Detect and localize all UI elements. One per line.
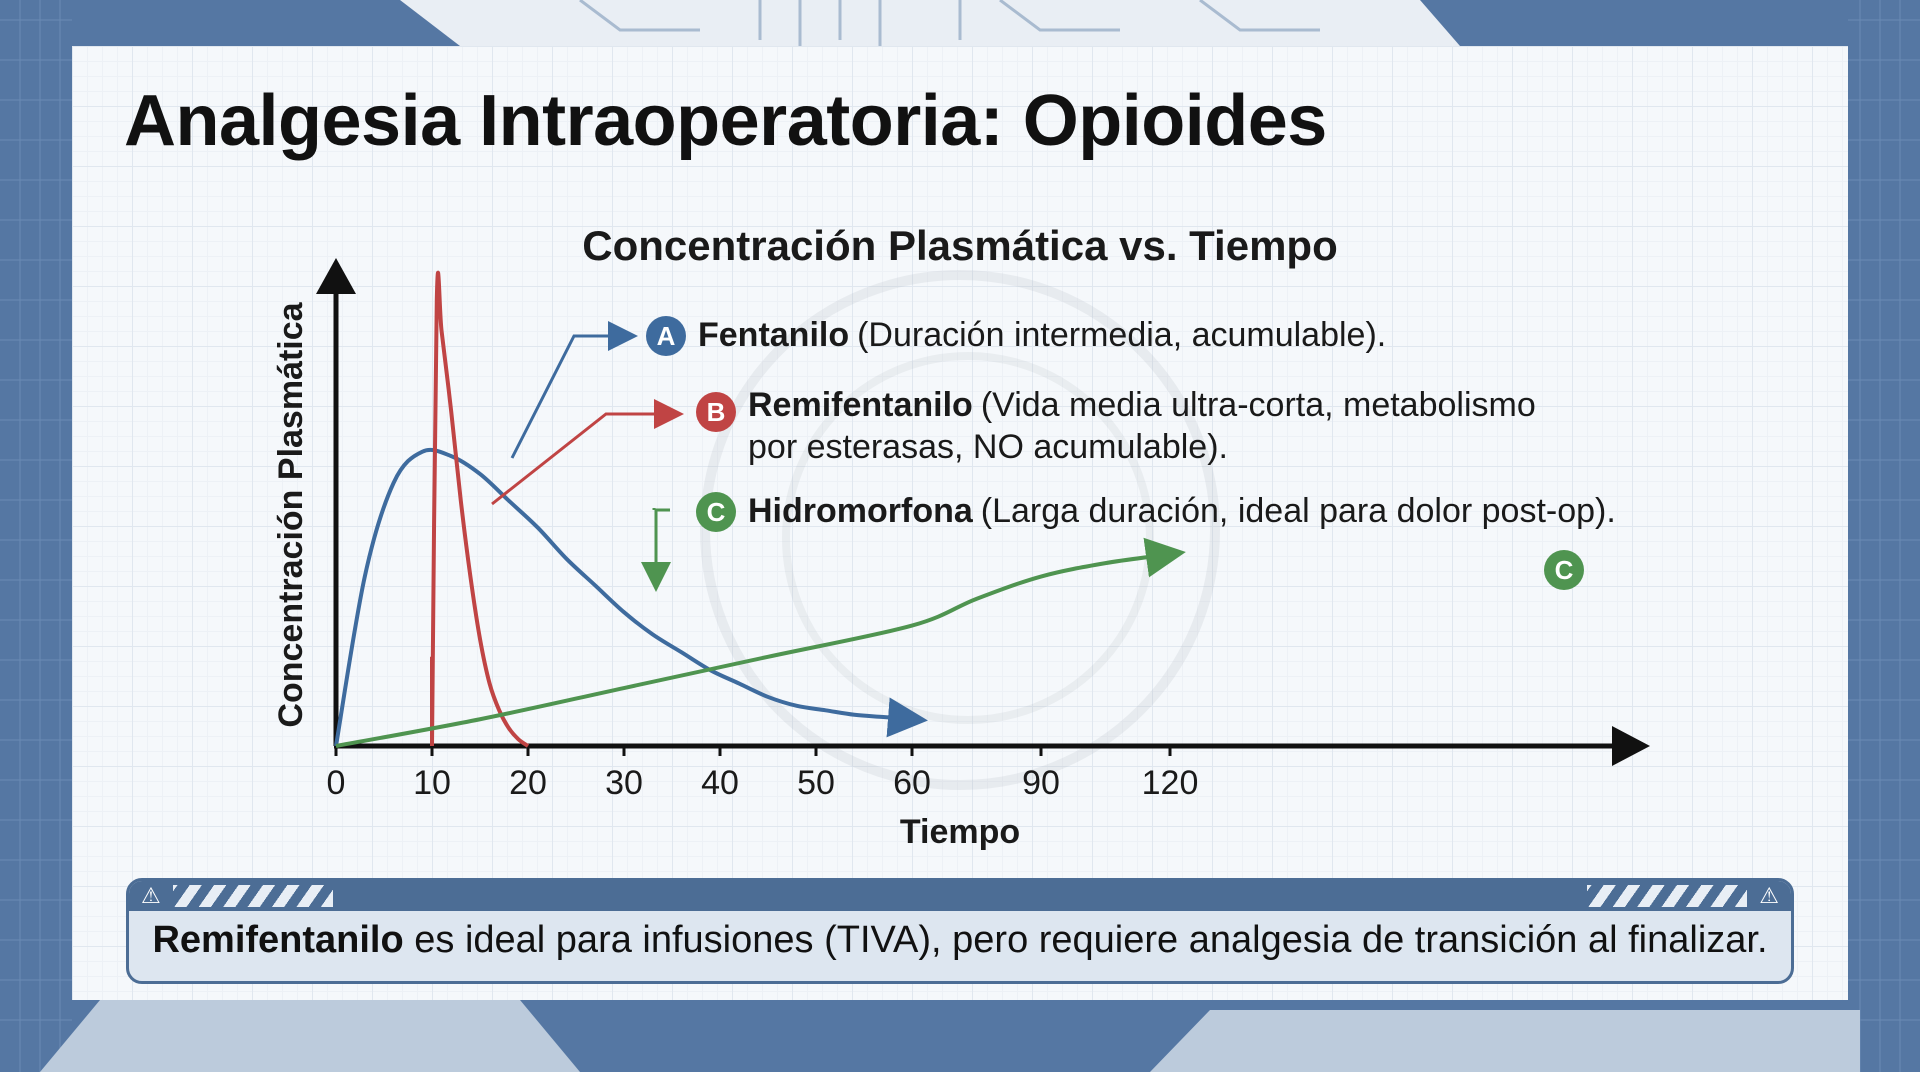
- x-tick-label-0: 0: [327, 764, 346, 802]
- y-axis-label: Concentración Plasmática: [272, 301, 310, 727]
- hazard-hatch-right: [1587, 885, 1747, 907]
- hidromorfona-label: Hidromorfona (Larga duración, ideal para …: [748, 492, 1616, 530]
- key-note-rest: es ideal para infusiones (TIVA), pero re…: [403, 919, 1768, 961]
- remifentanilo-pointer-arrow: [491, 399, 684, 506]
- hidromorfona-name: Hidromorfona: [748, 492, 974, 530]
- annotation-remifentanilo: B Remifentanilo (Vida media ultra-corta, …: [491, 386, 1536, 506]
- series-annotations: A Fentanilo (Duración intermedia, acumula…: [491, 316, 1616, 592]
- x-tick-label-50: 50: [797, 764, 835, 802]
- fentanilo-description: (Duración intermedia, acumulable).: [857, 316, 1386, 354]
- chart-axes: [316, 258, 1650, 766]
- series-line-fentanilo: [334, 447, 928, 747]
- x-tick-label-10: 10: [413, 764, 451, 802]
- warning-stripe: ⚠ ⚠: [129, 881, 1791, 911]
- x-tick-label-60: 60: [893, 764, 931, 802]
- fentanilo-badge: [646, 316, 686, 356]
- x-axis-arrowhead: [1612, 726, 1650, 766]
- remifentanilo-badge: [696, 392, 736, 432]
- x-tick-label-40: 40: [701, 764, 739, 802]
- remifentanilo-description-line-1: (Vida media ultra-corta, metabolismo: [981, 386, 1536, 424]
- warning-icon-right: ⚠: [1759, 883, 1779, 908]
- hidromorfona-description: (Larga duración, ideal para dolor post-o…: [981, 492, 1616, 530]
- annotation-fentanilo: A Fentanilo (Duración intermedia, acumula…: [510, 316, 1386, 459]
- remifentanilo-badge-letter: B: [707, 397, 726, 427]
- x-tick-label-30: 30: [605, 764, 643, 802]
- fentanilo-label: Fentanilo (Duración intermedia, acumulabl…: [698, 316, 1386, 354]
- key-note-box: ⚠ ⚠ Remifentanilo es ideal para infusion…: [126, 878, 1794, 984]
- hidromorfona-end-badge-group: C: [1544, 550, 1584, 590]
- x-ticks: 0 10 20 30 40 50 60 90 120: [327, 746, 1199, 802]
- fentanilo-name: Fentanilo: [698, 316, 849, 354]
- series-line-hidromorfona: [335, 537, 1186, 748]
- x-tick-label-120: 120: [1142, 764, 1199, 802]
- hidromorfona-badge: [696, 492, 736, 532]
- y-axis-arrowhead: [316, 258, 356, 294]
- hazard-hatch-left: [173, 885, 333, 907]
- series-layer: [334, 270, 1186, 748]
- hidromorfona-end-badge-letter: C: [1555, 555, 1574, 585]
- slide-panel: [72, 46, 1848, 1000]
- fentanilo-pointer-arrow: [510, 321, 638, 459]
- x-tick-label-90: 90: [1022, 764, 1060, 802]
- remifentanilo-description-line-2: por esterasas, NO acumulable).: [748, 428, 1228, 466]
- x-axis-label: Tiempo: [900, 813, 1020, 851]
- fentanilo-badge-letter: A: [657, 321, 676, 351]
- hidromorfona-pointer-arrow-path: [641, 508, 671, 592]
- annotation-hidromorfona: C Hidromorfona (Larga duración, ideal par…: [641, 492, 1616, 592]
- remifentanilo-label: Remifentanilo (Vida media ultra-corta, me…: [748, 386, 1536, 424]
- hidromorfona-end-badge: [1544, 550, 1584, 590]
- key-note-text: Remifentanilo es ideal para infusiones (…: [129, 919, 1791, 962]
- key-note-strong: Remifentanilo: [152, 919, 404, 961]
- hidromorfona-badge-letter: C: [707, 497, 726, 527]
- x-tick-label-20: 20: [509, 764, 547, 802]
- series-line-remifentanilo: [430, 270, 530, 748]
- warning-icon-left: ⚠: [141, 883, 161, 908]
- page-title: Analgesia Intraoperatoria: Opioides: [124, 81, 1327, 161]
- remifentanilo-name: Remifentanilo: [748, 386, 973, 424]
- chart-title: Concentración Plasmática vs. Tiempo: [582, 222, 1338, 269]
